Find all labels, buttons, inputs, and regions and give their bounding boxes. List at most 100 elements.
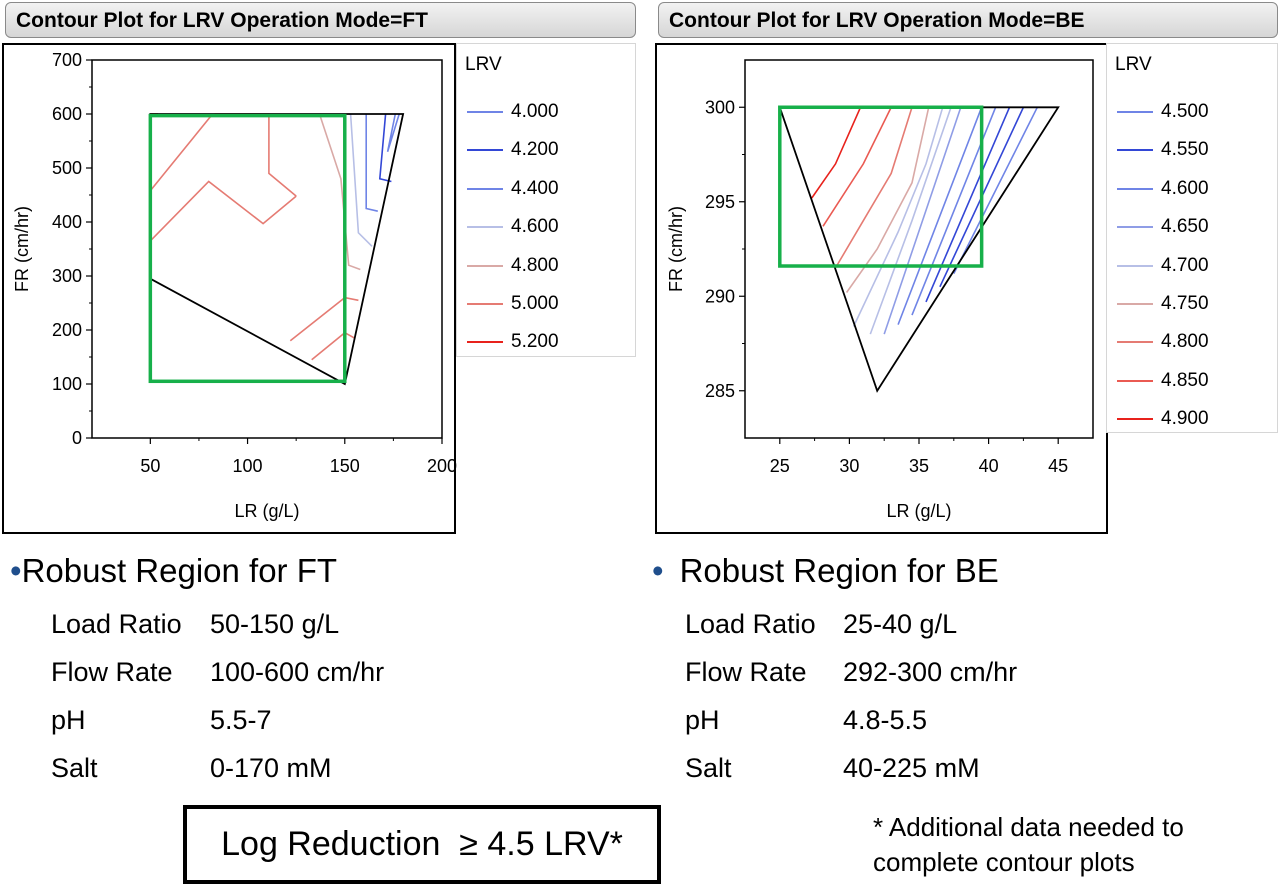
legend-label: 4.900 [1161, 408, 1209, 430]
be-load-ratio-value: 25-40 g/L [843, 609, 958, 639]
panel-header-be: Contour Plot for LRV Operation Mode=BE [658, 2, 1278, 38]
x-tick-label: 45 [1048, 456, 1068, 476]
legend-label: 4.550 [1161, 139, 1209, 161]
legend-title-be: LRV [1115, 54, 1152, 75]
ft-salt-label: Salt [51, 753, 98, 783]
x-tick-label: 50 [140, 456, 160, 476]
y-tick-label: 290 [705, 286, 735, 306]
y-tick-label: 300 [705, 97, 735, 117]
legend-item: 4.000 [457, 97, 635, 127]
chart-frame-be [655, 43, 1108, 534]
x-tick-label: 35 [909, 456, 929, 476]
panel-title-ft: Contour Plot for LRV Operation Mode=FT [16, 9, 429, 32]
ft-load-ratio-value: 50-150 g/L [210, 609, 340, 639]
legend-label: 5.200 [511, 331, 559, 353]
x-tick-label: 30 [839, 456, 859, 476]
legend-swatch [467, 149, 503, 152]
y-tick-label: 600 [52, 104, 82, 124]
legend-swatch [1117, 303, 1153, 305]
panel-header-ft: Contour Plot for LRV Operation Mode=FT [5, 2, 636, 38]
contour-line [869, 107, 952, 335]
panel-title-be: Contour Plot for LRV Operation Mode=BE [669, 9, 1085, 32]
legend-swatch [1117, 264, 1153, 267]
contour-line [149, 180, 297, 242]
y-tick-label: 400 [52, 212, 82, 232]
robust-region-be-title: • Robust Region for BE [652, 552, 999, 590]
contour-line [149, 113, 214, 192]
legend-ft: LRV 4.000 4.200 4.400 4.600 4.800 5.000 5.200 [456, 43, 636, 357]
legend-label: 5.000 [511, 293, 559, 314]
legend-item: 4.750 [1107, 289, 1277, 319]
x-axis-label: LR (g/L) [886, 501, 951, 521]
legend-swatch [1117, 226, 1153, 229]
log-reduction-text: Log Reduction ≥ 4.5 LRV* [221, 825, 623, 863]
y-tick-label: 500 [52, 158, 82, 178]
legend-item: 4.550 [1107, 135, 1277, 165]
legend-item: 4.800 [1107, 327, 1277, 357]
legend-label: 4.700 [1161, 254, 1209, 276]
legend-item: 5.200 [457, 327, 635, 357]
contour-line [852, 107, 944, 327]
robust-title-ft-text: Robust Region for FT [21, 552, 338, 589]
legend-swatch [1117, 379, 1153, 382]
y-tick-label: 200 [52, 320, 82, 340]
plot-area [744, 59, 1094, 439]
x-axis-label: LR (g/L) [234, 501, 299, 521]
contour-line [378, 113, 392, 183]
ft-ph-label: pH [51, 705, 86, 735]
robust-region-box [148, 113, 347, 384]
bullet-be: • [652, 552, 664, 589]
robust-region-box [778, 105, 984, 268]
legend-item: 4.600 [457, 212, 635, 242]
contour-line [834, 107, 913, 269]
legend-item: 4.850 [1107, 366, 1277, 396]
legend-title-ft: LRV [465, 54, 502, 75]
legend-label: 4.000 [511, 101, 559, 122]
legend-item: 4.600 [1107, 174, 1277, 204]
y-tick-label: 100 [52, 374, 82, 394]
chart-frame-ft [2, 43, 456, 534]
legend-swatch [467, 264, 503, 267]
ft-load-ratio-label: Load Ratio [51, 609, 182, 639]
x-tick-label: 200 [427, 456, 457, 476]
legend-item: 5.000 [457, 289, 635, 319]
contour-line [883, 107, 962, 335]
contour-line [349, 113, 373, 247]
legend-label: 4.600 [1161, 177, 1209, 199]
contour-line [365, 114, 378, 212]
ft-salt-value: 0-170 mM [210, 753, 332, 783]
robust-title-be-text: Robust Region for BE [679, 552, 999, 589]
legend-item: 4.700 [1107, 251, 1277, 281]
footnote-line-1: * Additional data needed to [873, 812, 1184, 842]
be-ph-label: pH [685, 705, 720, 735]
be-salt-value: 40-225 mM [843, 753, 980, 783]
ft-ph-value: 5.5-7 [210, 705, 272, 735]
legend-be: LRV 4.500 4.550 4.600 4.650 4.700 4.750 4.800 4… [1106, 43, 1278, 433]
legend-item: 4.900 [1107, 404, 1277, 434]
y-tick-label: 700 [52, 50, 82, 70]
legend-label: 4.500 [1161, 101, 1209, 122]
contour-line [811, 106, 862, 199]
legend-swatch [1117, 187, 1153, 190]
be-salt-label: Salt [685, 753, 732, 783]
y-axis-label: FR (cm/hr) [666, 206, 686, 292]
legend-item: 4.500 [1107, 97, 1277, 127]
legend-label: 4.800 [511, 254, 559, 276]
legend-item: 4.650 [1107, 212, 1277, 242]
legend-label: 4.600 [511, 216, 559, 238]
legend-label: 4.800 [1161, 331, 1209, 353]
y-tick-label: 295 [705, 192, 735, 212]
legend-label: 4.850 [1161, 369, 1209, 391]
x-tick-label: 100 [233, 456, 263, 476]
be-load-ratio-label: Load Ratio [685, 609, 816, 639]
legend-swatch [467, 303, 503, 305]
legend-swatch [1117, 418, 1153, 421]
legend-item: 4.200 [457, 135, 635, 165]
y-tick-label: 285 [705, 381, 735, 401]
ft-flow-rate-label: Flow Rate [51, 657, 173, 687]
legend-item: 4.400 [457, 174, 635, 204]
be-flow-rate-label: Flow Rate [685, 657, 807, 687]
legend-swatch [1117, 341, 1153, 344]
legend-item: 4.800 [457, 251, 635, 281]
